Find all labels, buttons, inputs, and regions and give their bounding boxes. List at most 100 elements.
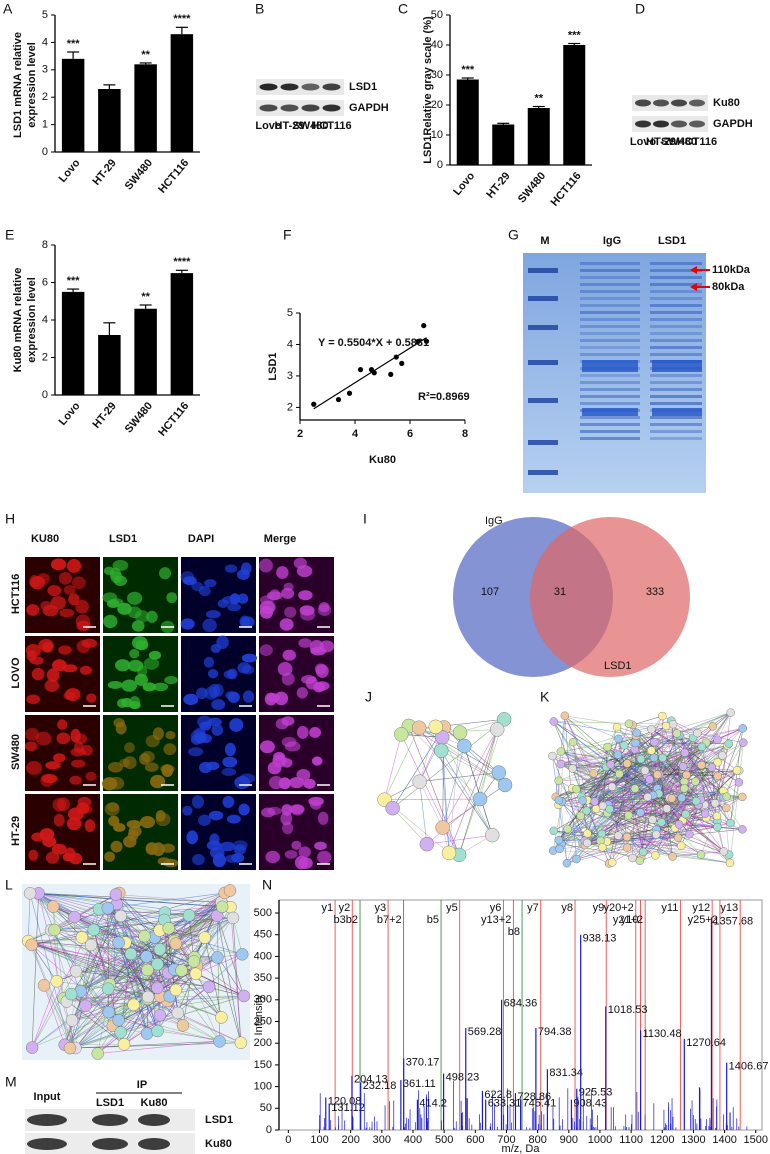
- band: [27, 1114, 67, 1126]
- network-node: [722, 803, 731, 813]
- nucleus: [279, 618, 294, 631]
- network-node: [141, 963, 154, 977]
- network-node: [672, 729, 682, 738]
- network-edge: [552, 801, 563, 851]
- nucleus: [242, 665, 255, 675]
- nucleus: [186, 830, 198, 845]
- network-edge: [572, 787, 683, 821]
- network-edge: [120, 915, 158, 989]
- nucleus: [284, 606, 297, 618]
- network-edge: [75, 905, 225, 1049]
- nucleus: [264, 692, 278, 706]
- network-node: [614, 734, 623, 744]
- network-node: [636, 808, 645, 817]
- lane-band: [650, 402, 702, 405]
- network-edge: [31, 909, 100, 1048]
- lane-band: [580, 339, 640, 342]
- network-edge: [640, 742, 707, 813]
- nucleus: [131, 636, 148, 650]
- panel-letter: D: [635, 1, 645, 17]
- network-node: [68, 910, 81, 924]
- network-edge: [651, 750, 685, 754]
- network-edge: [384, 727, 420, 800]
- network-edge: [561, 801, 585, 841]
- network-edge: [50, 930, 72, 995]
- nucleus: [144, 762, 159, 772]
- nucleus: [110, 840, 123, 853]
- network-edge: [157, 957, 195, 965]
- column-label: LSD1: [109, 533, 137, 545]
- network-node: [75, 931, 89, 944]
- lane-band: [650, 325, 702, 328]
- network-node: [79, 999, 92, 1013]
- network-node: [657, 818, 666, 827]
- nucleus: [107, 802, 119, 812]
- band: [635, 99, 651, 107]
- network-node: [635, 856, 645, 865]
- peak-label: 232.18: [363, 1080, 397, 1092]
- nucleus: [315, 664, 329, 678]
- network-edge: [75, 971, 220, 1042]
- x-tick-label: HCT116: [156, 157, 191, 196]
- nucleus: [68, 593, 80, 606]
- x-tick-label: 300: [373, 1134, 391, 1146]
- network-node: [696, 850, 706, 859]
- network-node: [236, 948, 249, 961]
- lane-band: [580, 304, 640, 307]
- nucleus: [44, 679, 60, 692]
- x-tick-label: 1300: [681, 1134, 705, 1146]
- network-node: [624, 719, 634, 728]
- nucleus: [117, 602, 132, 615]
- blot-strip: [632, 116, 708, 132]
- network-node: [124, 947, 138, 961]
- nucleus: [225, 854, 240, 863]
- network-node: [622, 843, 632, 852]
- ion-label: y3: [374, 902, 386, 914]
- y-tick-label: 2: [42, 351, 48, 363]
- y-tick-label: 0: [266, 1124, 272, 1136]
- network-edge: [654, 742, 673, 857]
- band: [259, 83, 278, 91]
- network-node: [91, 1047, 104, 1060]
- network-node: [485, 827, 500, 843]
- ion-label: y10: [621, 914, 639, 926]
- network-edge: [56, 915, 218, 982]
- network-edge: [43, 985, 65, 1045]
- nucleus: [52, 659, 67, 672]
- nucleus: [239, 615, 250, 628]
- band-label: LSD1: [349, 81, 377, 93]
- band: [653, 120, 669, 128]
- lane-band: [650, 269, 702, 272]
- network-node: [237, 989, 251, 1003]
- network-edge: [600, 840, 730, 855]
- network-edge: [558, 839, 610, 864]
- nucleus: [35, 731, 52, 746]
- network-edge: [54, 894, 117, 931]
- network-edge: [217, 957, 242, 1043]
- network-edge: [632, 724, 702, 800]
- nucleus: [72, 576, 86, 589]
- point: [423, 338, 430, 344]
- y-axis-title: LSD1Relative gray scale (%): [422, 16, 434, 164]
- lane-band: [580, 283, 640, 286]
- network-edge: [576, 820, 718, 860]
- network-node: [713, 822, 722, 832]
- band: [27, 1138, 67, 1150]
- lane-band: [650, 318, 702, 321]
- network-node: [25, 1041, 39, 1054]
- network-node: [549, 826, 558, 836]
- network-node: [718, 751, 727, 760]
- network-edge: [730, 782, 740, 824]
- network-node: [211, 951, 224, 964]
- nucleus: [103, 614, 118, 629]
- x-tick-label: 500: [435, 1134, 453, 1146]
- network-edge: [29, 893, 71, 1049]
- x-tick-label: 0: [285, 1134, 291, 1146]
- nucleus: [273, 751, 286, 761]
- nucleus: [310, 646, 327, 656]
- band-label: Ku80: [713, 97, 740, 109]
- ion-label: y8: [561, 902, 573, 914]
- nucleus: [281, 758, 293, 768]
- nucleus: [115, 659, 131, 672]
- y-tick-label: 200: [254, 1037, 272, 1049]
